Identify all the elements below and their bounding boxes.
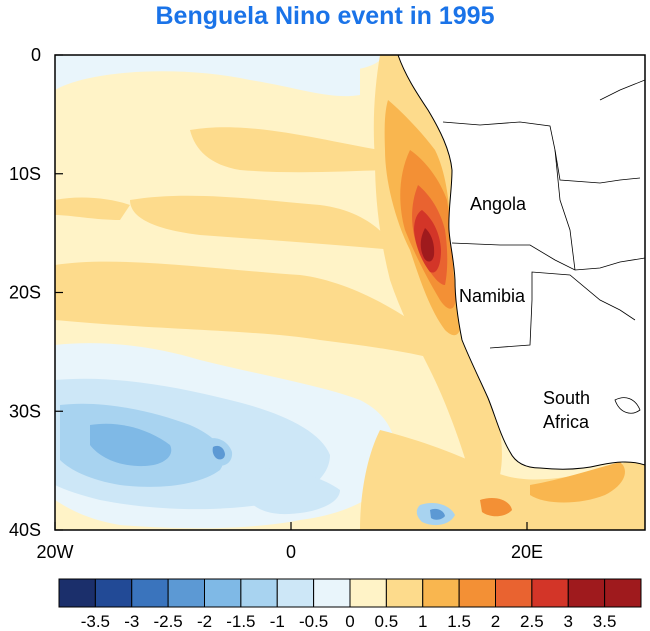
colorbar-swatch (204, 578, 242, 608)
colorbar-label: 2 (491, 612, 500, 631)
colorbar-label: -3 (124, 612, 139, 631)
anomaly-patch (430, 508, 445, 520)
colorbar-label: 2.5 (520, 612, 544, 631)
colorbar-swatch (94, 578, 133, 608)
colorbar-swatch (58, 578, 96, 608)
colorbar-label: -3.5 (81, 612, 110, 631)
y-tick-label: 20S (9, 283, 41, 303)
anomaly-patch (190, 127, 400, 173)
anomaly-patch (55, 197, 130, 220)
colorbar-swatch (349, 578, 387, 608)
colorbar-swatch (495, 578, 533, 608)
y-tick-label: 0 (31, 45, 41, 65)
x-tick-label: 0 (286, 542, 296, 562)
colorbar-label: -2 (197, 612, 212, 631)
anomaly-patch (480, 498, 512, 517)
colorbar-label: -1.5 (226, 612, 255, 631)
colorbar-label: 1 (418, 612, 427, 631)
country-label-south-africa-line2: Africa (543, 412, 590, 432)
colorbar-swatch (240, 578, 278, 608)
anomaly-patch (90, 423, 172, 467)
y-axis: 0 10S 20S 30S 40S (9, 45, 63, 540)
colorbar-swatch (385, 578, 424, 608)
colorbar: -3.5 -3 -2.5 -2 -1.5 -1 -0.5 0 0.5 1 1.5 2 2.5 3 3.5 (58, 578, 642, 631)
border-line (451, 242, 645, 271)
colorbar-label: -1 (270, 612, 285, 631)
colorbar-label: -0.5 (299, 612, 328, 631)
anomaly-patch (420, 228, 435, 262)
country-label-angola: Angola (470, 194, 527, 214)
anomaly-patch (240, 468, 340, 515)
ocean-anomaly-field (55, 55, 645, 530)
y-tick-label: 10S (9, 164, 41, 184)
colorbar-label: 0.5 (375, 612, 399, 631)
anomaly-patch (212, 445, 225, 460)
colorbar-swatch (458, 578, 496, 608)
country-label-namibia: Namibia (459, 286, 526, 306)
colorbar-swatch (167, 578, 205, 608)
x-axis: 20W 0 20E (36, 522, 543, 562)
y-tick-label: 30S (9, 401, 41, 421)
colorbar-label: 0 (345, 612, 354, 631)
border-line (599, 79, 645, 101)
border-line (554, 149, 576, 271)
colorbar-label: 1.5 (447, 612, 471, 631)
anomaly-patch (130, 195, 395, 250)
colorbar-label: 3.5 (593, 612, 617, 631)
map-title: Benguela Nino event in 1995 (155, 2, 495, 30)
colorbar-swatch (567, 578, 606, 608)
x-tick-label: 20W (36, 542, 73, 562)
colorbar-swatch (131, 578, 169, 608)
colorbar-swatch (276, 578, 315, 608)
border-line (489, 271, 636, 349)
colorbar-label: 3 (564, 612, 573, 631)
y-tick-label: 40S (9, 520, 41, 540)
colorbar-swatch (422, 578, 460, 608)
x-tick-label: 20E (511, 542, 543, 562)
anomaly-patch (100, 55, 380, 71)
colorbar-swatch (604, 578, 642, 608)
colorbar-swatch (531, 578, 569, 608)
land-africa (397, 55, 645, 470)
colorbar-label: -2.5 (153, 612, 182, 631)
anomaly-patch (530, 462, 625, 503)
country-label-south-africa-line1: South (543, 388, 590, 408)
anomaly-patch (55, 261, 440, 360)
border-line (614, 397, 641, 414)
colorbar-swatch (313, 578, 351, 608)
